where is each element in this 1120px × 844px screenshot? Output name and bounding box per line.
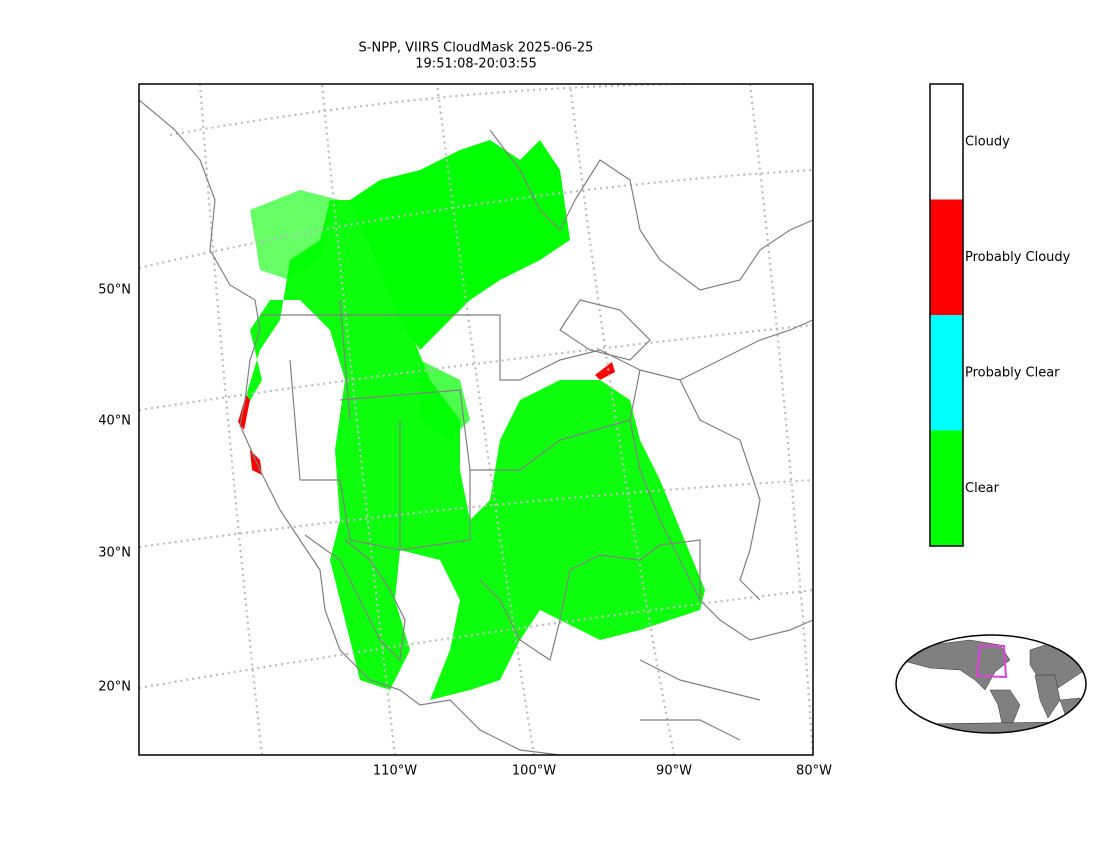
clear-area <box>238 140 705 700</box>
lon-label: 80°W <box>796 764 832 779</box>
colorbar-segment <box>930 84 963 200</box>
colorbar-label: Clear <box>965 481 1000 496</box>
lat-label: 40°N <box>98 414 131 429</box>
lat-label: 20°N <box>98 680 131 695</box>
lon-labels: 110°W 100°W 90°W 80°W <box>373 764 832 779</box>
globe-outline <box>895 634 1087 734</box>
colorbar-segment <box>930 430 963 546</box>
lon-label: 110°W <box>373 764 417 779</box>
title: S-NPP, VIIRS CloudMask 2025-06-25 <box>359 41 594 56</box>
globe-inset <box>895 634 1087 734</box>
region-box <box>975 645 1008 679</box>
colorbar-segment <box>930 315 963 431</box>
colorbar-frame <box>929 83 964 547</box>
coastlines <box>139 99 813 755</box>
lat-labels: 50°N 40°N 30°N 20°N <box>98 283 131 695</box>
subtitle: 19:51:08-20:03:55 <box>415 57 536 72</box>
colorbar-label: Probably Clear <box>965 365 1060 380</box>
colorbar-segment <box>930 199 963 315</box>
colorbar-label: Cloudy <box>965 134 1010 149</box>
map-body <box>139 84 813 755</box>
colorbar: Cloudy Probably Cloudy Probably Clear Clear <box>929 83 1071 547</box>
lon-label: 100°W <box>512 764 556 779</box>
graticule <box>139 84 813 755</box>
lon-label: 90°W <box>656 764 692 779</box>
map-frame <box>138 83 814 756</box>
lat-label: 50°N <box>98 283 131 298</box>
colorbar-label: Probably Cloudy <box>965 250 1071 265</box>
lat-label: 30°N <box>98 546 131 561</box>
